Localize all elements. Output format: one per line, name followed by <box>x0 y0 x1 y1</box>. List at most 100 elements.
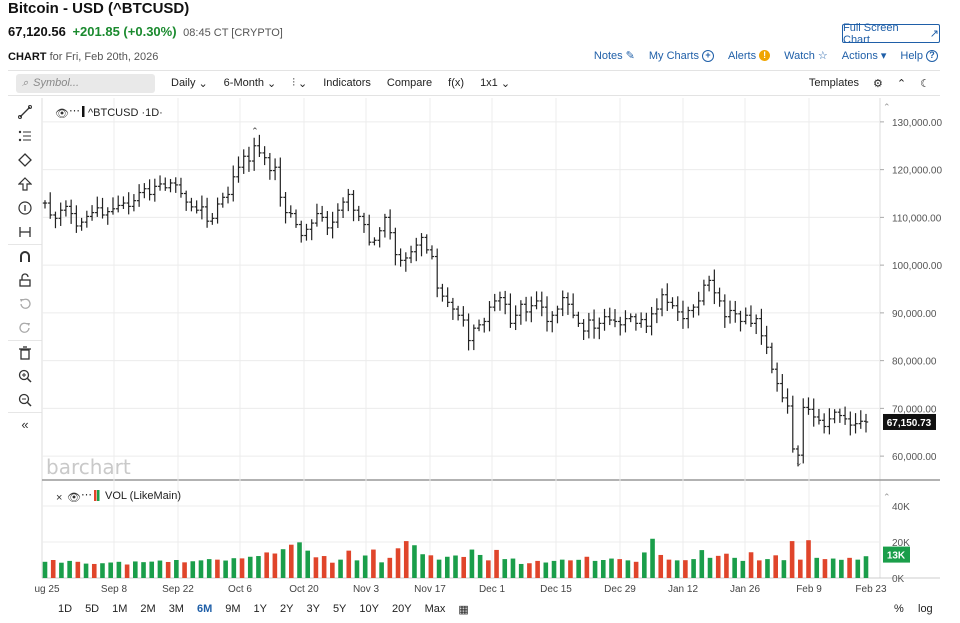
calendar-icon[interactable]: ▦ <box>458 604 469 616</box>
ohlc-bar <box>492 293 497 312</box>
ohlc-bar <box>544 296 550 332</box>
collapse-icon[interactable]: ⌃ <box>896 77 907 90</box>
period-button-6m[interactable]: 6M <box>196 603 213 615</box>
help-link[interactable]: Help? <box>900 49 938 62</box>
notes-link[interactable]: Notes ✎ <box>594 49 635 63</box>
period-button-5d[interactable]: 5D <box>85 603 100 615</box>
fx-button[interactable]: f(x) <box>448 77 465 89</box>
arrow-tool[interactable] <box>8 172 42 196</box>
gear-icon[interactable]: ⚙ <box>873 77 883 90</box>
chart-grid <box>41 98 940 579</box>
more-dots-icon[interactable]: ⋯ <box>69 105 80 117</box>
ohlc-bar <box>262 146 267 166</box>
period-button-1y[interactable]: 1Y <box>253 603 267 615</box>
collapse-toolbar-button[interactable]: « <box>8 412 42 436</box>
period-button-9m[interactable]: 9M <box>225 603 241 615</box>
trendline-tool[interactable] <box>8 100 42 124</box>
eye-icon[interactable]: 👁 <box>67 492 81 504</box>
ohlc-bar <box>330 211 335 239</box>
volume-bar <box>362 555 368 578</box>
zoom-in-button[interactable] <box>8 364 42 388</box>
ohlc-bar <box>701 279 707 306</box>
price-legend[interactable]: 👁 ⋯ ^BTCUSD ·1D· <box>55 105 163 120</box>
ohlc-bar <box>414 237 419 262</box>
ohlc-bars-icon: ⫶ <box>292 76 295 89</box>
zoom-out-button[interactable] <box>8 388 42 412</box>
x-tick-label: Feb 9 <box>796 584 822 595</box>
lock-tool[interactable] <box>8 268 42 292</box>
ohlc-bar <box>246 146 252 172</box>
symbol-search-input[interactable]: ⌕ Symbol... <box>16 73 155 93</box>
my-charts-link[interactable]: My Charts + <box>649 49 714 62</box>
period-button-1d[interactable]: 1D <box>58 603 73 615</box>
chart-date-label: CHART for Fri, Feb 20th, 2026 <box>8 51 158 63</box>
indicators-button[interactable]: Indicators <box>323 77 371 89</box>
ohlc-bar <box>455 305 461 321</box>
ohlc-bar <box>236 156 241 183</box>
last-volume-tag <box>883 546 910 563</box>
volume-bar <box>559 559 565 578</box>
ohlc-bar <box>424 234 429 254</box>
volume-bar <box>321 556 327 578</box>
x-tick-label: Nov 17 <box>414 584 446 595</box>
fib-tool[interactable] <box>8 124 42 148</box>
price-change: +201.85 (+0.30%) <box>72 24 177 39</box>
ohlc-bar <box>487 301 492 332</box>
undo-button[interactable] <box>8 292 42 316</box>
magnet-tool[interactable] <box>8 244 42 268</box>
volume-bar <box>658 554 664 578</box>
volume-bar <box>551 560 557 578</box>
moon-icon[interactable]: ☾ <box>920 77 930 90</box>
volume-bar <box>157 560 163 578</box>
full-screen-chart-button[interactable]: Full Screen Chart ↗ <box>842 22 940 46</box>
interval-dropdown[interactable]: Daily ⌄ <box>171 77 208 90</box>
ohlc-bar <box>769 342 775 374</box>
watch-link[interactable]: Watch ☆ <box>784 49 828 63</box>
actions-dropdown[interactable]: Actions ▾ <box>842 49 887 63</box>
redo-button[interactable] <box>8 316 42 340</box>
period-button-max[interactable]: Max <box>424 603 446 615</box>
watermark: barchart <box>46 455 131 479</box>
ohlc-bar <box>105 207 110 225</box>
period-button-1m[interactable]: 1M <box>112 603 128 615</box>
period-button-5y[interactable]: 5Y <box>332 603 347 615</box>
volume-bar <box>724 553 729 578</box>
last-price-tag-label: 67,150.73 <box>887 418 932 429</box>
period-button-20y[interactable]: 20Y <box>391 603 412 615</box>
more-dots-icon[interactable]: ⋯ <box>81 489 92 501</box>
volume-bar <box>477 554 483 578</box>
ohlc-bar <box>529 296 534 323</box>
period-button-2y[interactable]: 2Y <box>280 603 294 615</box>
volume-bar <box>798 559 803 578</box>
period-button-3m[interactable]: 3M <box>168 603 184 615</box>
volume-bar <box>600 560 606 578</box>
magnet-icon <box>20 250 30 262</box>
zoom-in-icon <box>18 369 32 383</box>
log-toggle[interactable]: log <box>918 603 933 615</box>
ohlc-bar <box>827 408 832 435</box>
alerts-link[interactable]: Alerts! <box>728 49 771 62</box>
annotation-tool[interactable] <box>8 196 42 220</box>
templates-button[interactable]: Templates <box>808 77 860 89</box>
volume-legend[interactable]: × 👁 ⋯ VOL (LikeMain) <box>56 489 181 504</box>
volume-bar <box>543 562 549 578</box>
ohlc-bar <box>199 195 205 220</box>
compare-button[interactable]: Compare <box>386 77 433 89</box>
period-button-10y[interactable]: 10Y <box>359 603 379 615</box>
range-dropdown[interactable]: 6-Month ⌄ <box>224 77 277 90</box>
x-tick-label: Dec 15 <box>540 584 572 595</box>
ohlc-bar <box>319 205 325 222</box>
measure-tool[interactable] <box>8 220 42 244</box>
shape-tool[interactable] <box>8 148 42 172</box>
ohlc-bar <box>346 188 351 212</box>
period-button-2m[interactable]: 2M <box>140 603 156 615</box>
eye-icon[interactable]: 👁 <box>55 108 69 120</box>
delete-button[interactable] <box>8 340 42 364</box>
close-icon[interactable]: × <box>56 492 62 504</box>
undo-icon <box>20 298 31 309</box>
layout-dropdown[interactable]: 1x1 ⌄ <box>480 77 510 90</box>
chart-type-dropdown[interactable]: ⫶ ⌄ <box>292 77 307 90</box>
period-button-3y[interactable]: 3Y <box>306 603 320 615</box>
percent-toggle[interactable]: % <box>894 603 904 615</box>
